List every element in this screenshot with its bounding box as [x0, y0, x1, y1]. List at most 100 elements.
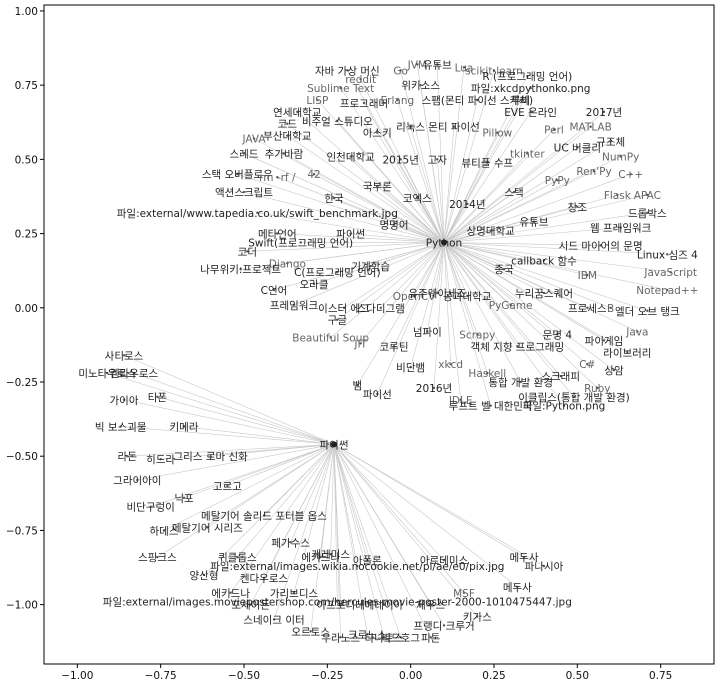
node-label: 상명대학교 — [467, 226, 516, 238]
edge — [333, 444, 445, 626]
edge — [443, 170, 595, 243]
node-label: 라돈 — [118, 451, 138, 463]
node-label: 나무위키:프로젝트 — [200, 263, 281, 276]
x-tick-label: 0.75 — [649, 670, 672, 682]
node-point — [162, 529, 166, 532]
edge — [227, 444, 335, 487]
node-label: 그라이아이 — [113, 475, 161, 487]
node-point — [286, 134, 289, 137]
edge — [427, 242, 445, 332]
edge — [443, 129, 555, 243]
node-point — [329, 336, 332, 339]
edge — [443, 111, 531, 243]
edge — [107, 372, 335, 445]
node-label: 파일:external/images.moviepostershop.com/h… — [103, 596, 572, 609]
edge — [443, 242, 598, 389]
edge — [443, 242, 488, 374]
node-label: 스네이크 이터 — [243, 614, 304, 626]
node-point — [256, 211, 259, 214]
node-point — [512, 190, 516, 194]
edge — [333, 197, 445, 243]
edge — [333, 444, 525, 558]
node-point — [489, 229, 492, 232]
node-point — [586, 273, 589, 277]
node-label: 아프로디테 — [317, 600, 365, 612]
edge — [443, 87, 531, 243]
node-label: 메두사 — [510, 552, 539, 564]
node-label: Flask — [604, 190, 632, 202]
edge — [247, 242, 445, 252]
node-label: 아스키 — [363, 128, 392, 140]
node-point — [209, 455, 212, 458]
x-tick-label: −0.75 — [145, 670, 177, 682]
node-point — [342, 306, 346, 309]
node-point — [392, 345, 396, 348]
node-label: OpenCV — [393, 291, 436, 303]
node-point — [419, 83, 422, 87]
node-point — [426, 330, 429, 333]
node-label: 크로노스 — [348, 629, 387, 641]
node-point — [429, 636, 432, 639]
edge — [443, 132, 498, 243]
node-point — [319, 555, 322, 559]
edge — [437, 242, 445, 293]
node-label: 에키드나 — [301, 552, 340, 564]
node-label: LISP — [306, 95, 328, 107]
node-point — [432, 386, 436, 390]
edge — [410, 242, 445, 368]
node-point — [246, 250, 249, 253]
node-point — [286, 262, 289, 265]
edge — [443, 242, 671, 273]
node-point — [369, 265, 372, 268]
node-point — [619, 155, 622, 158]
node-point — [262, 514, 266, 517]
edge — [240, 242, 445, 270]
edge — [443, 191, 515, 243]
edge — [443, 203, 468, 243]
node-point — [236, 173, 239, 176]
node-point — [466, 294, 469, 298]
node-label: 코엑스 — [403, 193, 432, 205]
edge — [357, 242, 445, 386]
edge — [333, 444, 431, 638]
edge — [377, 185, 445, 243]
node-label: JAVA — [241, 134, 266, 146]
node-label: 명명어 — [380, 220, 409, 232]
node-label: 아르테미스 — [420, 555, 469, 567]
node-label: 게레미스 — [311, 549, 350, 561]
node-label: 빅 보스괴물 — [95, 422, 147, 434]
edge — [333, 444, 385, 605]
node-point — [429, 603, 432, 606]
node-label: Perl — [544, 125, 564, 137]
node-point — [282, 152, 286, 155]
edge — [277, 233, 445, 243]
node-point — [182, 496, 186, 499]
edge — [443, 99, 478, 243]
node-label: 스핑크스 — [138, 552, 177, 564]
node-point — [349, 155, 352, 158]
node-point — [316, 98, 319, 102]
edge — [443, 173, 631, 243]
edge — [160, 444, 335, 460]
node-label: 메타언어 — [258, 229, 297, 241]
edge — [413, 242, 445, 297]
node-label: 사티로스 — [105, 350, 144, 362]
x-tick-label: 0.00 — [399, 670, 422, 682]
edge — [350, 156, 445, 243]
node-point — [359, 342, 362, 345]
node-point — [629, 173, 632, 176]
node-label: 유튜브 — [520, 217, 549, 229]
edge — [333, 444, 478, 617]
node-point — [576, 146, 579, 149]
edge — [283, 153, 445, 243]
y-tick-label: 0.50 — [15, 154, 38, 166]
node-point — [646, 309, 649, 312]
node-point — [312, 173, 316, 176]
node-point — [356, 564, 359, 568]
node-point — [436, 63, 439, 66]
node-label: 오르토스 — [291, 626, 330, 638]
node-label: 타나토스 — [365, 632, 404, 644]
edge — [157, 396, 335, 445]
node-label: 가이아 — [110, 395, 139, 407]
node-point — [376, 184, 379, 188]
